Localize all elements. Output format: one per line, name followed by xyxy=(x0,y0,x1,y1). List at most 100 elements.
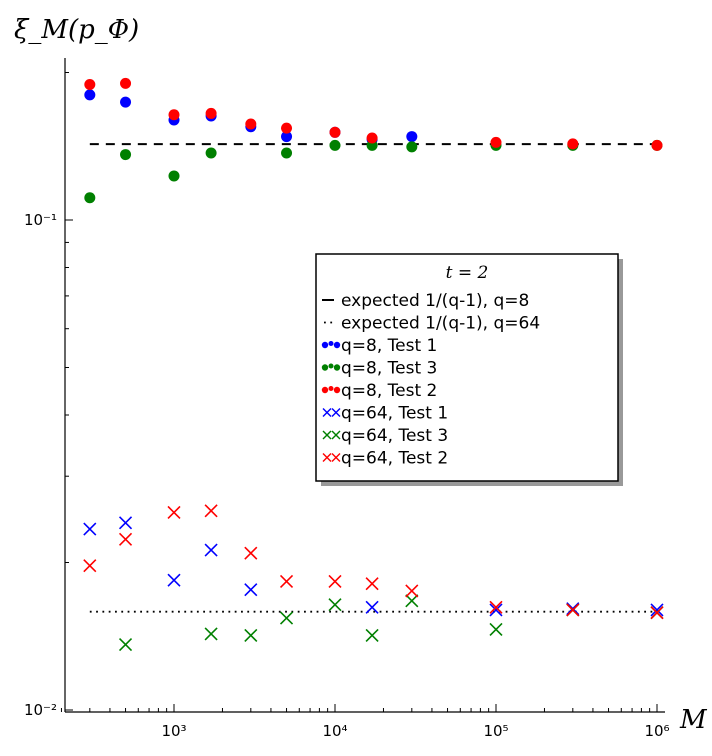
cross-q-64-test-2 xyxy=(118,532,133,546)
point-q-8-test-3 xyxy=(120,149,132,161)
cross-q-64-test-1 xyxy=(244,583,258,597)
cross-q-64-test-2 xyxy=(405,584,419,598)
legend-entry-expected-1-q-1-q-64: expected 1/(q-1), q=64 xyxy=(324,314,540,334)
cross-q-64-test-3 xyxy=(118,638,133,652)
x-tick-label: 10⁶ xyxy=(644,722,669,740)
cross-q-64-test-1 xyxy=(489,603,503,617)
point-q-8-test-2 xyxy=(329,126,341,138)
y-tick-label: 10⁻² xyxy=(24,701,57,719)
legend-label: q=8, Test 2 xyxy=(341,381,437,401)
point-q-8-test-3 xyxy=(281,147,293,159)
cross-q-64-test-2 xyxy=(328,574,342,588)
legend-circle-swatch xyxy=(321,386,329,394)
legend-cross-swatch xyxy=(331,453,341,462)
legend-circle-swatch xyxy=(333,341,341,349)
legend-circle-swatch xyxy=(321,341,329,349)
x-tick-label: 10⁴ xyxy=(322,722,347,740)
cross-q-64-test-2 xyxy=(566,603,580,617)
point-q-8-test-2 xyxy=(366,132,378,144)
cross-q-64-test-3 xyxy=(279,611,294,625)
point-q-8-test-3 xyxy=(168,170,180,182)
legend-entries: expected 1/(q-1), q=8 expected 1/(q-1), q… xyxy=(321,291,540,469)
data-marks xyxy=(83,77,664,652)
reference-lines xyxy=(89,143,657,613)
x-axis-title: M xyxy=(679,705,708,735)
legend-entry-q-8-test-2: q=8, Test 2 xyxy=(321,381,437,401)
point-q-8-test-3 xyxy=(84,192,96,204)
cross-q-64-test-1 xyxy=(118,516,133,530)
legend-entry-q-8-test-3: q=8, Test 3 xyxy=(321,359,437,379)
cross-q-64-test-2 xyxy=(244,546,258,560)
point-q-8-test-3 xyxy=(406,141,418,153)
point-q-8-test-2 xyxy=(567,138,579,150)
legend-circle-swatch xyxy=(333,386,341,394)
point-q-8-test-1 xyxy=(120,96,132,108)
cross-q-64-test-1 xyxy=(83,522,97,536)
cross-q-64-test-1 xyxy=(204,543,218,557)
point-q-8-test-2 xyxy=(651,139,663,151)
legend-circle-swatch xyxy=(328,363,334,369)
point-q-8-test-2 xyxy=(205,107,217,119)
cross-q-64-test-2 xyxy=(83,559,97,573)
cross-q-64-test-1 xyxy=(566,602,580,616)
x-tick-label: 10⁵ xyxy=(483,722,508,740)
legend-label: q=8, Test 3 xyxy=(341,359,437,379)
legend-entry-expected-1-q-1-q-8: expected 1/(q-1), q=8 xyxy=(322,291,529,311)
axes xyxy=(64,58,665,713)
cross-q-64-test-3 xyxy=(405,594,419,608)
y-tick-label: 10⁻¹ xyxy=(24,211,57,229)
legend-label: q=64, Test 2 xyxy=(341,449,448,469)
legend-circle-swatch xyxy=(328,341,334,346)
point-q-8-test-2 xyxy=(120,77,132,89)
cross-q-64-test-2 xyxy=(167,505,181,520)
point-q-8-test-2 xyxy=(168,109,180,121)
legend-circle-swatch xyxy=(321,364,329,371)
x-tick-label: 10³ xyxy=(161,722,186,740)
legend-label: q=8, Test 1 xyxy=(341,336,437,356)
cross-q-64-test-2 xyxy=(204,504,218,518)
cross-q-64-test-1 xyxy=(365,600,379,614)
cross-q-64-test-3 xyxy=(328,598,342,612)
cross-q-64-test-3 xyxy=(489,622,503,637)
point-q-8-test-3 xyxy=(329,139,341,151)
cross-q-64-test-2 xyxy=(279,574,294,588)
cross-q-64-test-2 xyxy=(650,606,664,620)
legend-entry-q-64-test-1: q=64, Test 1 xyxy=(322,404,448,424)
point-q-8-test-2 xyxy=(281,122,293,134)
legend-cross-swatch xyxy=(322,408,332,417)
legend-circle-swatch xyxy=(328,386,334,391)
y-axis-title: ξ_M(p_Φ) xyxy=(14,15,139,45)
legend-circle-swatch xyxy=(333,364,341,371)
cross-q-64-test-3 xyxy=(204,627,218,641)
point-q-8-test-2 xyxy=(245,118,257,130)
point-q-8-test-1 xyxy=(84,89,96,101)
legend-entry-q-64-test-2: q=64, Test 2 xyxy=(322,449,448,469)
point-q-8-test-2 xyxy=(490,136,502,148)
legend-cross-swatch xyxy=(322,453,332,462)
point-q-8-test-2 xyxy=(84,79,96,91)
legend-label: q=64, Test 3 xyxy=(341,426,448,446)
legend-cross-swatch xyxy=(331,430,341,440)
legend-entry-q-8-test-1: q=8, Test 1 xyxy=(321,336,437,356)
cross-q-64-test-1 xyxy=(167,573,181,587)
point-q-8-test-1 xyxy=(281,131,293,143)
cross-q-64-test-2 xyxy=(489,600,503,614)
cross-q-64-test-3 xyxy=(365,628,379,642)
point-q-8-test-3 xyxy=(205,147,217,159)
legend-cross-swatch xyxy=(331,408,341,417)
legend-label: expected 1/(q-1), q=64 xyxy=(341,314,540,334)
ticks: 10³ 10⁴ 10⁵ 10⁶ 10⁻¹ 10⁻² xyxy=(24,71,670,740)
legend-title: t = 2 xyxy=(446,263,489,283)
cross-q-64-test-3 xyxy=(244,628,258,642)
legend-label: expected 1/(q-1), q=8 xyxy=(341,291,529,311)
cross-q-64-test-1 xyxy=(650,603,664,617)
legend-box xyxy=(315,253,619,482)
legend-label: q=64, Test 1 xyxy=(341,404,448,424)
cross-q-64-test-2 xyxy=(365,577,379,591)
legend-entry-q-64-test-3: q=64, Test 3 xyxy=(322,426,448,446)
point-q-8-test-1 xyxy=(406,131,418,143)
legend-cross-swatch xyxy=(322,430,332,440)
y-axis-title-xi: ξ_M(p_Φ) xyxy=(14,15,139,45)
